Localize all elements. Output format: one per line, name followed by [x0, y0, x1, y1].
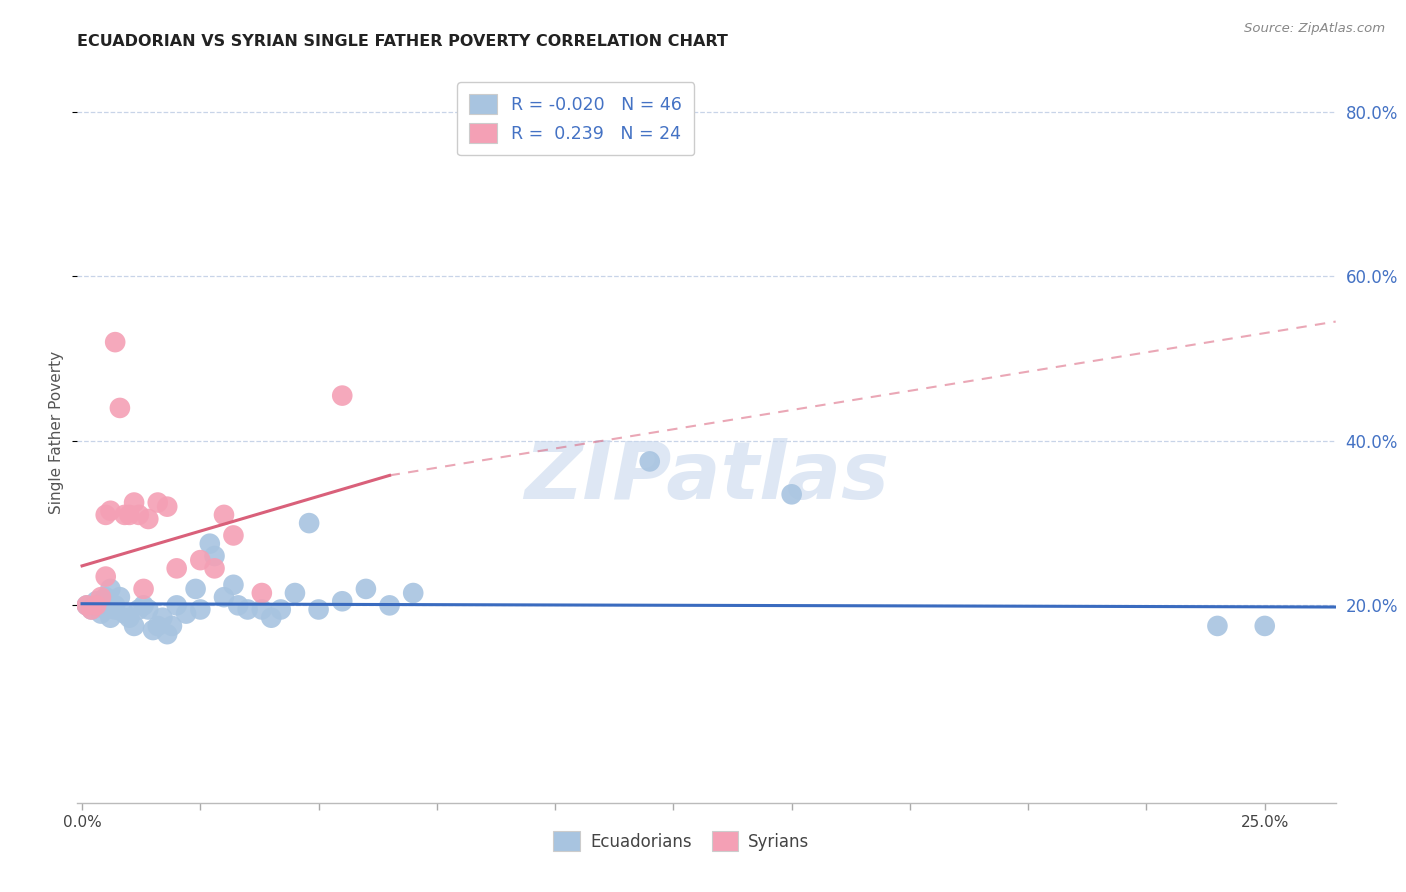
Point	[108, 590, 131, 604]
Point	[90, 590, 112, 604]
Point	[780, 487, 803, 501]
Point	[104, 335, 127, 350]
Point	[80, 602, 103, 616]
Point	[166, 561, 188, 575]
Text: Source: ZipAtlas.com: Source: ZipAtlas.com	[1244, 22, 1385, 36]
Point	[166, 599, 188, 613]
Point	[354, 582, 377, 596]
Point	[84, 594, 107, 608]
Point	[184, 582, 207, 596]
Point	[114, 508, 136, 522]
Point	[226, 599, 249, 613]
Point	[330, 594, 353, 608]
Point	[1254, 619, 1277, 633]
Point	[298, 516, 321, 530]
Point	[222, 578, 245, 592]
Point	[142, 623, 165, 637]
Point	[100, 611, 122, 625]
Point	[94, 590, 117, 604]
Point	[152, 611, 174, 625]
Point	[136, 512, 159, 526]
Point	[188, 602, 211, 616]
Point	[236, 602, 259, 616]
Point	[132, 599, 155, 613]
Point	[100, 504, 122, 518]
Point	[146, 619, 169, 633]
Point	[146, 495, 169, 509]
Point	[330, 388, 353, 402]
Point	[84, 599, 107, 613]
Point	[76, 599, 98, 613]
Point	[104, 599, 127, 613]
Point	[250, 586, 273, 600]
Point	[94, 569, 117, 583]
Point	[122, 619, 145, 633]
Point	[378, 599, 401, 613]
Point	[122, 495, 145, 509]
Point	[250, 602, 273, 616]
Point	[136, 602, 159, 616]
Point	[100, 582, 122, 596]
Point	[212, 590, 235, 604]
Point	[204, 549, 226, 563]
Point	[76, 599, 98, 613]
Point	[204, 561, 226, 575]
Point	[80, 602, 103, 616]
Text: ZIPatlas: ZIPatlas	[524, 438, 889, 516]
Y-axis label: Single Father Poverty: Single Father Poverty	[49, 351, 65, 514]
Point	[104, 602, 127, 616]
Point	[222, 528, 245, 542]
Point	[118, 611, 141, 625]
Point	[108, 401, 131, 415]
Point	[198, 536, 221, 550]
Point	[128, 602, 150, 616]
Point	[402, 586, 425, 600]
Point	[114, 607, 136, 621]
Point	[308, 602, 330, 616]
Point	[212, 508, 235, 522]
Point	[94, 508, 117, 522]
Point	[156, 500, 179, 514]
Point	[188, 553, 211, 567]
Point	[174, 607, 197, 621]
Point	[90, 607, 112, 621]
Point	[638, 454, 661, 468]
Point	[1206, 619, 1229, 633]
Text: ECUADORIAN VS SYRIAN SINGLE FATHER POVERTY CORRELATION CHART: ECUADORIAN VS SYRIAN SINGLE FATHER POVER…	[77, 34, 728, 49]
Point	[94, 602, 117, 616]
Point	[270, 602, 292, 616]
Point	[118, 508, 141, 522]
Point	[128, 508, 150, 522]
Point	[132, 582, 155, 596]
Point	[284, 586, 307, 600]
Point	[260, 611, 283, 625]
Point	[156, 627, 179, 641]
Legend: Ecuadorians, Syrians: Ecuadorians, Syrians	[547, 825, 815, 857]
Point	[160, 619, 183, 633]
